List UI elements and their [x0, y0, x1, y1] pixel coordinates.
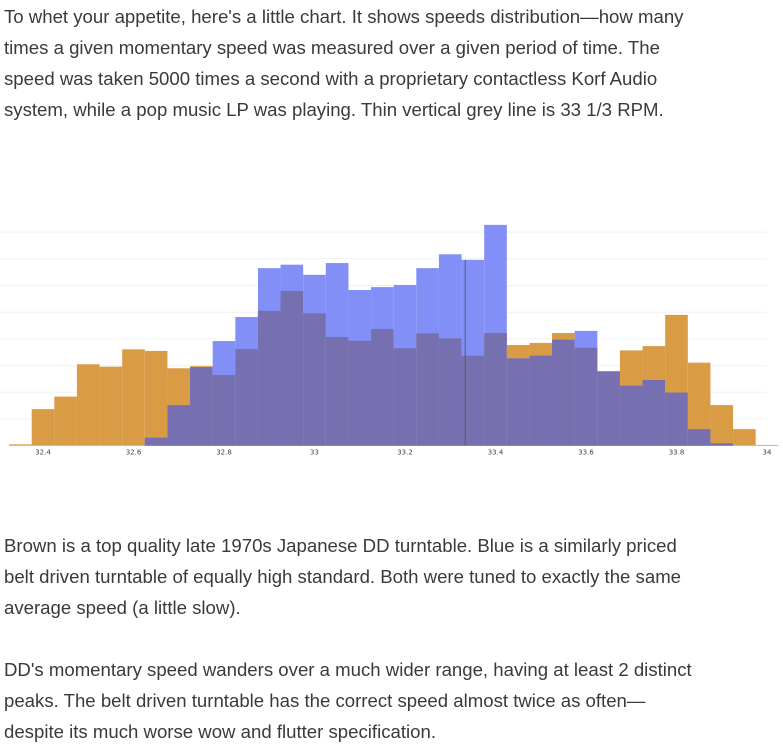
bar-overlap [461, 355, 485, 446]
bar-overlap [506, 358, 530, 446]
text-line: peaks. The belt driven turntable has the… [4, 690, 646, 711]
x-tick-label: 33.8 [669, 449, 685, 457]
bar-overlap [348, 340, 372, 446]
bar-brown-dd [76, 364, 100, 446]
bar-brown-dd [99, 366, 123, 446]
text-line: DD's momentary speed wanders over a much… [4, 659, 692, 680]
text-line: times a given momentary speed was measur… [4, 37, 660, 58]
bar-overlap [574, 347, 598, 446]
x-tick-label: 33.4 [488, 449, 504, 457]
x-tick-label: 33.2 [397, 449, 413, 457]
bar-brown-dd [31, 409, 55, 446]
text-line: speed was taken 5000 times a second with… [4, 68, 658, 89]
bar-overlap [393, 348, 417, 446]
bar-brown-dd [9, 444, 32, 446]
x-tick-label: 33 [310, 449, 319, 457]
text-line: belt driven turntable of equally high st… [4, 566, 682, 587]
bar-overlap [190, 367, 213, 446]
text-line: system, while a pop music LP was playing… [4, 99, 664, 120]
histogram-bars [9, 224, 779, 446]
text-line: Brown is a top quality late 1970s Japane… [4, 535, 677, 556]
comparison-paragraph: Brown is a top quality late 1970s Japane… [4, 530, 681, 623]
bar-overlap [642, 380, 666, 446]
bar-overlap [212, 374, 236, 446]
bar-overlap [144, 437, 168, 446]
bar-overlap [167, 405, 191, 446]
conclusion-paragraph: DD's momentary speed wanders over a much… [4, 654, 692, 747]
speed-distribution-chart: 32.4 32.6 32.8 33 33.2 33.4 33.6 33.8 34 [0, 224, 779, 457]
bar-overlap [371, 329, 394, 446]
bar-overlap [710, 443, 734, 446]
text-line: average speed (a little slow). [4, 597, 241, 618]
bar-brown-dd [755, 444, 779, 446]
bar-brown-dd [710, 405, 734, 446]
bar-overlap [665, 392, 688, 446]
bar-overlap [484, 333, 507, 446]
bar-overlap [619, 385, 643, 446]
bar-overlap [597, 371, 620, 446]
x-tick-label: 32.6 [126, 449, 142, 457]
bar-brown-dd [54, 396, 77, 446]
x-tick-label: 32.8 [216, 449, 232, 457]
bar-overlap [303, 313, 326, 446]
bar-overlap [687, 429, 711, 446]
bar-overlap [280, 290, 304, 446]
text-line: despite its much worse wow and flutter s… [4, 721, 436, 742]
x-tick-label: 34 [763, 449, 772, 457]
bar-overlap [235, 349, 258, 446]
bar-overlap [552, 339, 575, 446]
bar-overlap [529, 355, 553, 446]
bar-overlap [416, 333, 439, 446]
x-axis-ticks: 32.4 32.6 32.8 33 33.2 33.4 33.6 33.8 34 [35, 449, 772, 457]
intro-paragraph: To whet your appetite, here's a little c… [4, 1, 683, 125]
bar-overlap [438, 338, 462, 446]
x-tick-label: 33.6 [578, 449, 594, 457]
bar-overlap [325, 337, 349, 446]
bar-overlap [257, 310, 281, 446]
bar-brown-dd [733, 429, 756, 446]
bar-brown-dd [687, 362, 711, 446]
text-line: To whet your appetite, here's a little c… [4, 6, 684, 27]
bar-brown-dd [144, 350, 168, 446]
bar-brown-dd [122, 349, 145, 446]
x-tick-label: 32.4 [35, 449, 51, 457]
